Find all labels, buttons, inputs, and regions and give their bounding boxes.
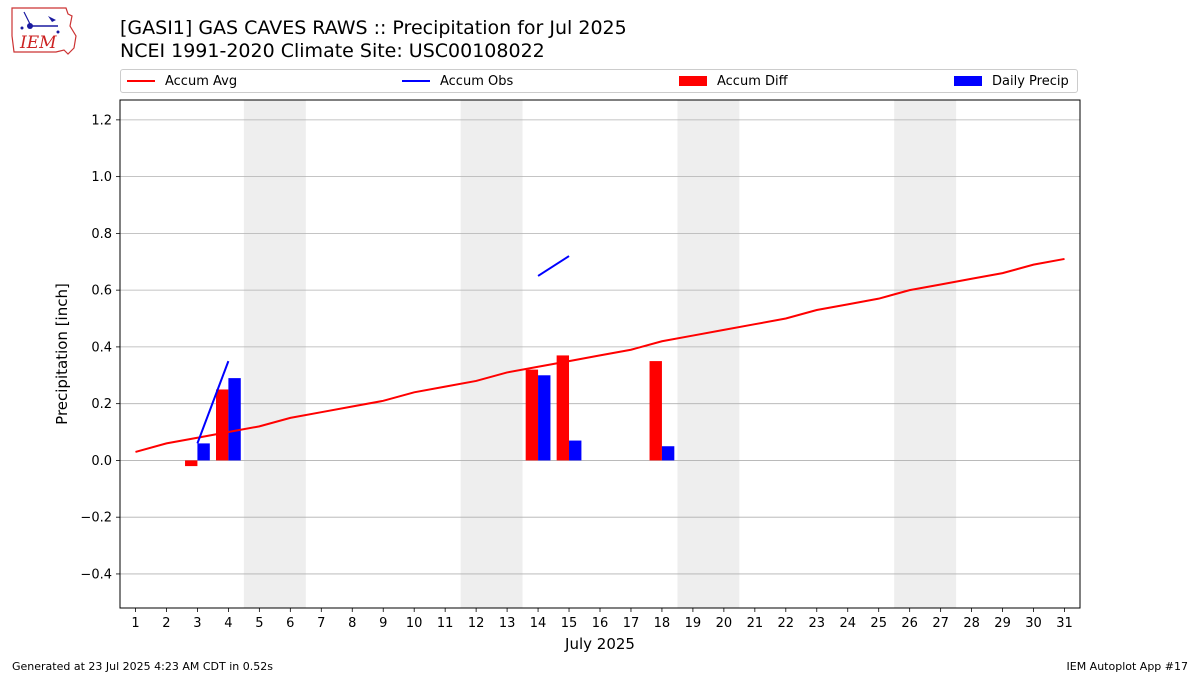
x-tick-label: 14 bbox=[530, 616, 547, 631]
legend-item-accum-diff: Accum Diff bbox=[679, 73, 788, 91]
x-tick-label: 30 bbox=[1025, 616, 1042, 631]
x-tick-label: 6 bbox=[286, 616, 294, 631]
weekend-band-3 bbox=[894, 100, 957, 608]
y-tick-label: −0.2 bbox=[80, 511, 112, 526]
x-tick-label: 19 bbox=[685, 616, 702, 631]
daily-precip-bar-day-18 bbox=[661, 446, 675, 461]
chart-subtitle: NCEI 1991-2020 Climate Site: USC00108022 bbox=[120, 40, 545, 62]
y-tick-label: 1.2 bbox=[91, 113, 112, 128]
y-tick-label: 0.0 bbox=[91, 454, 112, 469]
x-axis-label: July 2025 bbox=[564, 635, 635, 653]
iem-logo: IEM bbox=[11, 7, 77, 55]
x-tick-label: 7 bbox=[317, 616, 325, 631]
y-tick-label: 1.0 bbox=[91, 170, 112, 185]
x-tick-label: 11 bbox=[437, 616, 454, 631]
legend-item-daily-precip: Daily Precip bbox=[954, 73, 1069, 91]
legend-swatch-accum-avg bbox=[127, 79, 155, 82]
x-tick-label: 9 bbox=[379, 616, 387, 631]
y-axis-label: Precipitation [inch] bbox=[53, 283, 71, 425]
daily-precip-bar-day-4 bbox=[228, 378, 241, 461]
footer-app: IEM Autoplot App #17 bbox=[1066, 660, 1189, 673]
accum-avg-line bbox=[135, 257, 1065, 453]
x-tick-label: 8 bbox=[348, 616, 356, 631]
accum-diff-bar-day-15 bbox=[556, 355, 570, 461]
plot-frame bbox=[119, 99, 1081, 609]
legend-label-accum-diff: Accum Diff bbox=[717, 74, 788, 89]
x-tick-label: 17 bbox=[623, 616, 640, 631]
x-tick-label: 25 bbox=[870, 616, 887, 631]
y-tick-label: 0.8 bbox=[91, 227, 112, 242]
legend-label-accum-avg: Accum Avg bbox=[165, 74, 238, 89]
x-tick-label: 22 bbox=[778, 616, 795, 631]
y-tick-label: 0.4 bbox=[91, 340, 112, 355]
x-tick-label: 24 bbox=[839, 616, 856, 631]
accum-diff-bar-day-3 bbox=[185, 460, 198, 467]
x-tick-label: 28 bbox=[963, 616, 980, 631]
weekend-band-0 bbox=[243, 100, 306, 608]
x-tick-label: 26 bbox=[901, 616, 918, 631]
logo-text: IEM bbox=[19, 33, 57, 53]
footer-generated: Generated at 23 Jul 2025 4:23 AM CDT in … bbox=[12, 660, 273, 673]
x-tick-label: 23 bbox=[809, 616, 826, 631]
weekend-band-2 bbox=[677, 100, 740, 608]
legend-swatch-daily-precip bbox=[954, 75, 982, 86]
daily-precip-bar-day-3 bbox=[197, 443, 210, 461]
accum-diff-bar-day-4 bbox=[216, 389, 229, 461]
x-tick-label: 16 bbox=[592, 616, 609, 631]
x-tick-label: 10 bbox=[406, 616, 423, 631]
accum-obs-segment-0 bbox=[196, 360, 230, 444]
accum-diff-bar-day-14 bbox=[525, 369, 539, 461]
chart-title: [GASI1] GAS CAVES RAWS :: Precipitation … bbox=[120, 17, 627, 39]
x-tick-label: 13 bbox=[499, 616, 516, 631]
x-tick-label: 21 bbox=[747, 616, 764, 631]
x-tick-label: 15 bbox=[561, 616, 578, 631]
x-tick-label: 27 bbox=[932, 616, 949, 631]
legend-label-daily-precip: Daily Precip bbox=[992, 74, 1069, 89]
x-tick-label: 1 bbox=[131, 616, 139, 631]
weekend-band-1 bbox=[460, 100, 523, 608]
accum-obs-segment-1 bbox=[537, 255, 570, 277]
y-tick-label: −0.4 bbox=[80, 567, 112, 582]
x-tick-label: 4 bbox=[224, 616, 232, 631]
legend-item-accum-obs: Accum Obs bbox=[402, 73, 513, 91]
x-tick-label: 3 bbox=[193, 616, 201, 631]
daily-precip-bar-day-14 bbox=[538, 375, 551, 461]
y-tick-label: 0.6 bbox=[91, 284, 112, 299]
x-tick-label: 31 bbox=[1056, 616, 1073, 631]
legend-swatch-accum-obs bbox=[402, 79, 430, 82]
legend-item-accum-avg: Accum Avg bbox=[127, 73, 237, 91]
legend-swatch-accum-diff bbox=[679, 75, 707, 86]
legend: Accum Avg Accum Obs Accum Diff Daily Pre… bbox=[120, 69, 1078, 93]
accum-diff-bar-day-18 bbox=[649, 361, 662, 461]
x-tick-label: 29 bbox=[994, 616, 1011, 631]
legend-label-accum-obs: Accum Obs bbox=[440, 74, 514, 89]
x-tick-label: 12 bbox=[468, 616, 485, 631]
x-tick-label: 5 bbox=[255, 616, 263, 631]
y-tick-label: 0.2 bbox=[91, 397, 112, 412]
daily-precip-bar-day-15 bbox=[569, 440, 582, 461]
x-tick-label: 18 bbox=[654, 616, 671, 631]
x-tick-label: 2 bbox=[162, 616, 170, 631]
x-tick-label: 20 bbox=[716, 616, 733, 631]
